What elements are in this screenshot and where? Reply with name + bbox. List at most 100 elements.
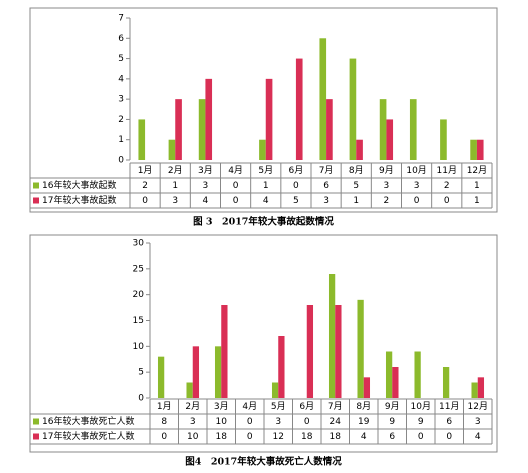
x-tick-label: 2月 (168, 165, 183, 176)
bar (306, 305, 314, 398)
x-tick-label: 5月 (271, 401, 286, 412)
y-tick-label: 10 (133, 342, 145, 352)
table-value: 19 (358, 417, 370, 427)
y-tick-label: 0 (118, 156, 124, 166)
table-value: 5 (293, 196, 299, 206)
table-value: 1 (474, 196, 480, 206)
bar (442, 367, 450, 398)
chart-frame (29, 7, 498, 213)
x-tick-label: 3月 (198, 165, 213, 176)
y-tick-label: 25 (133, 264, 144, 274)
table-value: 3 (172, 196, 178, 206)
x-tick-label: 6月 (299, 401, 314, 412)
table-value: 4 (475, 432, 481, 442)
chart-title: 图 3 2017年较大事故起数情况 (193, 216, 334, 228)
bar (440, 119, 447, 160)
bar (168, 139, 176, 160)
table-value: 3 (275, 417, 281, 427)
chart-frame (29, 234, 498, 453)
bar (192, 346, 200, 398)
x-tick-label: 12月 (468, 401, 488, 412)
y-tick-label: 30 (133, 239, 145, 249)
bar (259, 139, 266, 160)
bar (409, 99, 417, 160)
bar (392, 367, 399, 398)
x-tick-label: 5月 (258, 165, 273, 176)
table-value: 1 (474, 181, 480, 191)
table-value: 0 (446, 432, 452, 442)
legend-swatch (33, 433, 39, 440)
bar (214, 346, 222, 398)
table-value: 0 (247, 432, 253, 442)
bar (476, 139, 484, 160)
x-tick-label: 7月 (328, 401, 343, 412)
bar (295, 58, 303, 161)
table-value: 2 (142, 181, 148, 191)
bar (198, 99, 206, 160)
y-tick-label: 20 (133, 290, 145, 300)
table-value: 2 (444, 181, 450, 191)
bar (205, 78, 213, 160)
table-value: 18 (301, 432, 313, 442)
table-value: 0 (233, 181, 239, 191)
table-value: 4 (263, 196, 269, 206)
x-tick-label: 4月 (228, 165, 243, 176)
legend-label: 17年较大事故起数 (42, 194, 116, 206)
table-value: 0 (444, 196, 450, 206)
y-tick-label: 5 (118, 54, 124, 64)
table-value: 2 (384, 196, 390, 206)
bar (357, 299, 364, 398)
table-value: 12 (273, 432, 284, 442)
y-tick-label: 2 (118, 115, 124, 125)
bar (349, 58, 357, 161)
table-value: 3 (384, 181, 390, 191)
table-value: 3 (203, 181, 209, 191)
legend-label: 16年较大事故死亡人数 (42, 415, 134, 427)
x-tick-label: 12月 (467, 165, 487, 176)
y-tick-label: 5 (138, 368, 144, 378)
table-value: 0 (418, 432, 424, 442)
table-value: 9 (389, 417, 395, 427)
table-value: 18 (216, 432, 228, 442)
table-value: 0 (304, 417, 310, 427)
bar (319, 38, 327, 160)
table-value: 0 (233, 196, 239, 206)
y-tick-label: 7 (118, 14, 124, 24)
y-tick-label: 1 (118, 135, 124, 145)
x-tick-label: 11月 (437, 165, 457, 176)
x-tick-label: 4月 (242, 401, 257, 412)
bar (414, 351, 421, 398)
x-tick-label: 10月 (406, 165, 426, 176)
table-value: 3 (475, 417, 481, 427)
bar (470, 139, 477, 160)
bar (335, 305, 342, 398)
x-tick-label: 11月 (439, 401, 459, 412)
table-value: 3 (414, 181, 420, 191)
bar (328, 274, 336, 398)
bar (138, 119, 146, 160)
legend-swatch (33, 418, 39, 425)
table-value: 18 (330, 432, 342, 442)
bar (278, 336, 285, 398)
x-tick-label: 1月 (138, 165, 153, 176)
y-tick-label: 15 (133, 316, 144, 326)
bar (356, 139, 363, 160)
legend-swatch (33, 197, 39, 204)
x-tick-label: 10月 (411, 401, 431, 412)
bar (221, 305, 228, 398)
x-tick-label: 9月 (385, 401, 400, 412)
table-value: 10 (216, 417, 228, 427)
bar (157, 356, 165, 398)
table-value: 5 (353, 181, 359, 191)
bar (363, 377, 371, 398)
bar (477, 377, 485, 398)
x-tick-label: 6月 (289, 165, 304, 176)
x-tick-label: 1月 (157, 401, 172, 412)
legend-swatch (33, 182, 39, 189)
table-value: 8 (161, 417, 167, 427)
y-tick-label: 0 (138, 394, 144, 404)
table-value: 0 (414, 196, 420, 206)
bar (326, 99, 333, 160)
bar (265, 78, 273, 160)
